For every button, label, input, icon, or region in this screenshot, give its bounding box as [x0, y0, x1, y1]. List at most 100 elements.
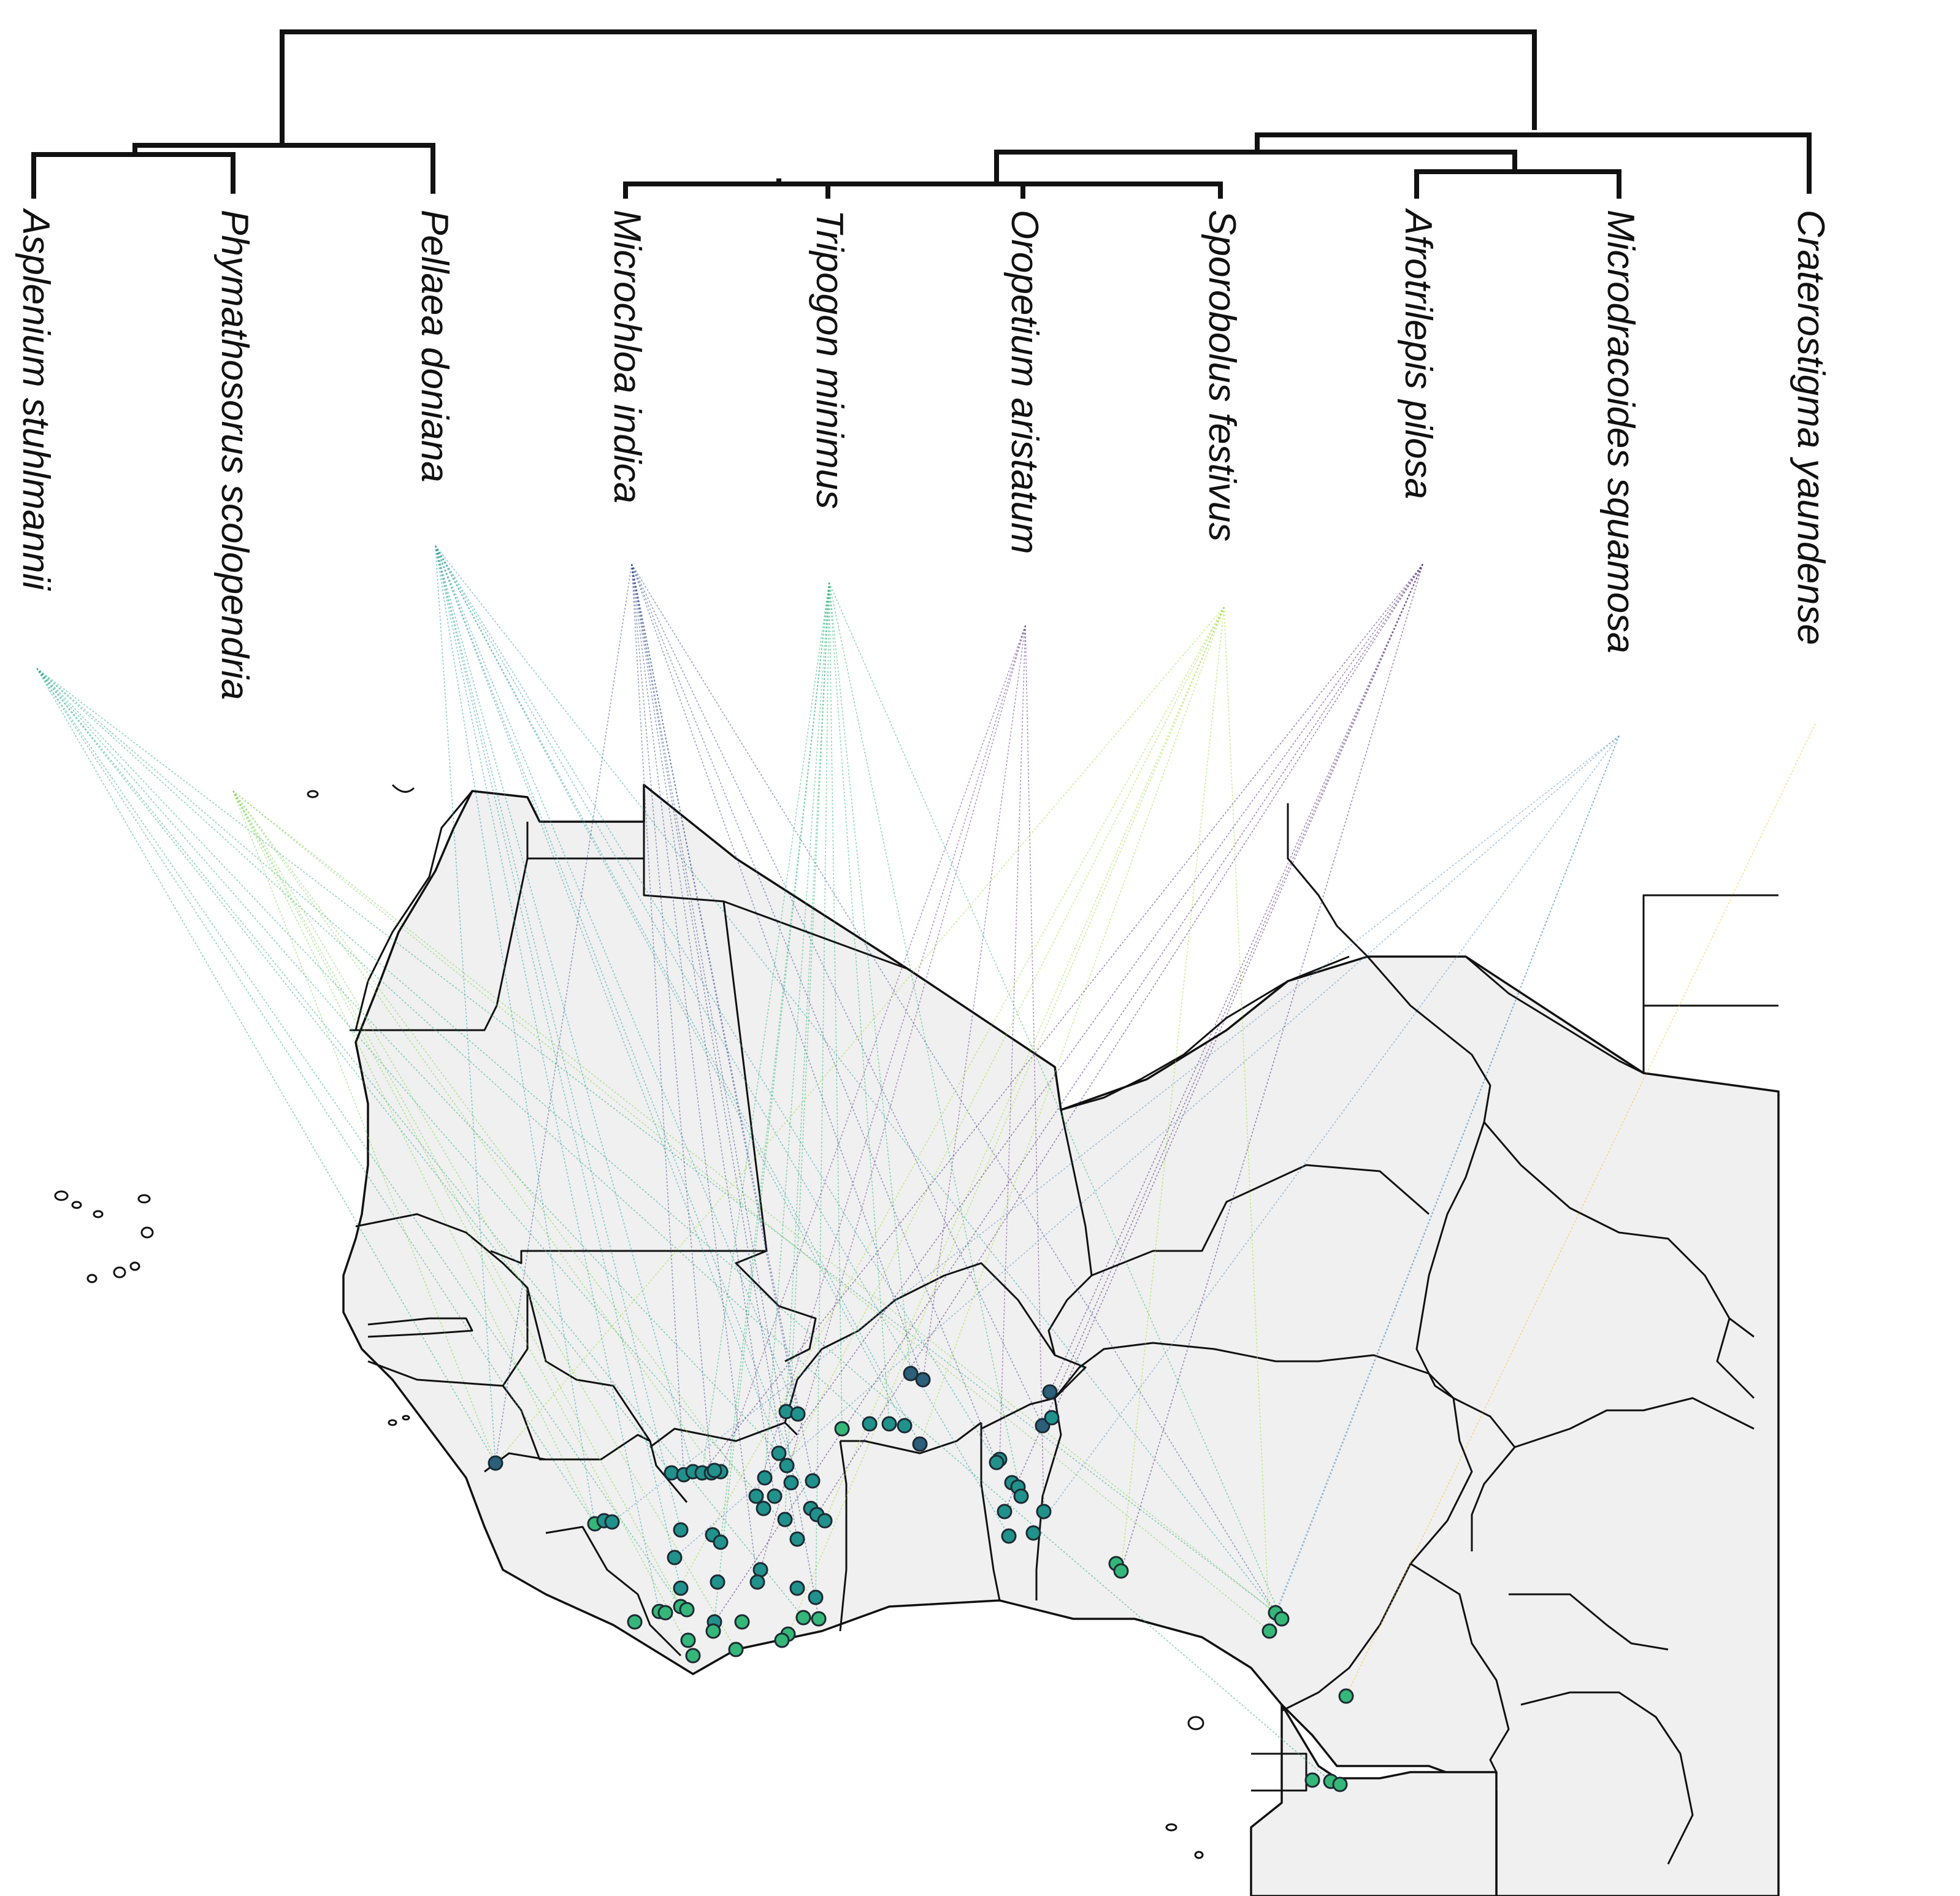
occurrence-point	[657, 1605, 673, 1621]
taxon-link-line	[36, 668, 595, 1524]
taxon-link-line	[232, 790, 496, 1464]
taxon-link-line	[232, 790, 764, 1509]
taxon-link-line	[435, 545, 997, 1463]
occurrence-point	[1036, 1504, 1052, 1519]
taxon-link-line	[1025, 625, 1044, 1512]
west-africa-map	[54, 784, 1780, 1896]
taxon-link-line	[713, 582, 830, 1632]
tree-fern-clade	[132, 134, 435, 194]
taxon-link-line	[36, 668, 1331, 1782]
land-mass	[342, 784, 1780, 1896]
taxon-link-line	[631, 564, 1276, 1613]
taxon-link-line	[786, 606, 1225, 1466]
taxon-label-5: Tripogon minimus	[808, 210, 851, 509]
taxon-link-line	[232, 790, 681, 1607]
taxon-link-line	[36, 668, 804, 1618]
taxon-link-line	[919, 606, 1225, 1445]
tree-monocot-clade	[1255, 132, 1812, 194]
taxon-label-2: Phymathosorus scolopendria	[213, 210, 256, 700]
occurrence-point	[795, 1610, 811, 1626]
occurrence-point	[673, 1580, 689, 1596]
occurrence-point	[1274, 1611, 1290, 1627]
occurrence-point	[779, 1458, 795, 1474]
occurrence-point	[488, 1455, 503, 1471]
occurrence-point	[790, 1406, 806, 1422]
taxon-link-line	[829, 582, 843, 1429]
occurrence-point	[680, 1632, 696, 1648]
taxon-link-line	[829, 582, 1022, 1497]
taxon-link-line	[435, 545, 660, 1612]
taxon-link-line	[720, 625, 1026, 1472]
taxon-link-line	[631, 564, 798, 1540]
occurrence-point	[1332, 1776, 1348, 1792]
occurrence-point	[912, 1436, 928, 1452]
taxon-link-line	[36, 668, 798, 1540]
occurrence-point	[808, 1589, 824, 1605]
taxon-link-line	[232, 790, 1276, 1613]
occurrence-point	[1042, 1384, 1058, 1400]
occurrence-points	[488, 1366, 1354, 1792]
occurrence-point	[811, 1611, 827, 1627]
taxon-link-line	[665, 606, 1225, 1613]
occurrence-point	[752, 1562, 768, 1578]
taxon-link-line	[631, 564, 775, 1497]
occurrence-point	[705, 1623, 721, 1639]
occurrence-point	[1025, 1525, 1041, 1541]
taxon-link-line	[435, 545, 798, 1415]
occurrence-point	[706, 1462, 722, 1478]
taxon-link-line	[720, 582, 830, 1543]
taxon-link-line	[435, 545, 496, 1464]
taxon-link-line	[702, 582, 830, 1474]
occurrence-point	[748, 1488, 764, 1504]
taxon-link-line	[999, 625, 1026, 1460]
taxon-link-line	[922, 625, 1026, 1380]
taxon-label-9: Microdracoides squamosa	[1599, 210, 1642, 654]
occurrence-point	[897, 1418, 913, 1434]
taxon-link-line	[1120, 564, 1423, 1572]
taxon-link-line	[631, 564, 758, 1583]
taxon-link-line	[824, 606, 1225, 1521]
taxon-link-line	[1223, 606, 1270, 1632]
occurrence-point	[757, 1470, 773, 1486]
taxon-label-7: Sporobolus festivus	[1201, 210, 1243, 541]
taxon-link-line	[435, 545, 595, 1524]
tree-root-edge	[280, 29, 1537, 139]
taxon-link-line	[435, 545, 792, 1483]
occurrence-point	[664, 1465, 679, 1481]
occurrence-point	[767, 1488, 783, 1504]
occurrence-point	[774, 1632, 790, 1648]
taxon-link-line	[1275, 735, 1620, 1613]
occurrence-point	[805, 1473, 821, 1489]
occurrence-point	[1113, 1563, 1129, 1579]
taxon-label-3: Pellaea doniana	[413, 210, 456, 483]
phylogenetic-tree	[31, 29, 1812, 199]
taxon-link-line	[495, 564, 632, 1464]
taxon-link-line	[784, 582, 830, 1520]
taxon-link-line	[435, 545, 905, 1426]
occurrence-point	[817, 1513, 833, 1529]
taxon-label-10: Craterostigma yaundense	[1790, 210, 1832, 645]
occurrence-point	[734, 1614, 750, 1630]
occurrence-point	[777, 1512, 793, 1527]
occurrence-point	[789, 1531, 805, 1547]
occurrence-point	[989, 1454, 1005, 1470]
taxon-link-line	[232, 790, 595, 1524]
occurrence-point	[710, 1574, 725, 1590]
taxon-link-line	[36, 668, 672, 1474]
occurrence-point	[789, 1580, 805, 1596]
taxon-link-line	[631, 564, 924, 1380]
occurrence-point	[685, 1648, 701, 1664]
occurrence-point	[1013, 1488, 1029, 1504]
occurrence-point	[881, 1416, 897, 1432]
taxon-link-line	[435, 545, 811, 1509]
occurrence-point	[997, 1504, 1013, 1519]
taxon-link-line	[786, 582, 830, 1412]
occurrence-point	[673, 1522, 689, 1538]
occurrence-point	[783, 1475, 799, 1491]
occurrence-point	[1261, 1623, 1277, 1639]
occurrence-point	[604, 1514, 620, 1530]
taxon-link-line	[1049, 564, 1423, 1393]
occurrence-point	[862, 1416, 878, 1432]
taxon-label-8: Afrotrilepis pilosa	[1397, 207, 1439, 499]
